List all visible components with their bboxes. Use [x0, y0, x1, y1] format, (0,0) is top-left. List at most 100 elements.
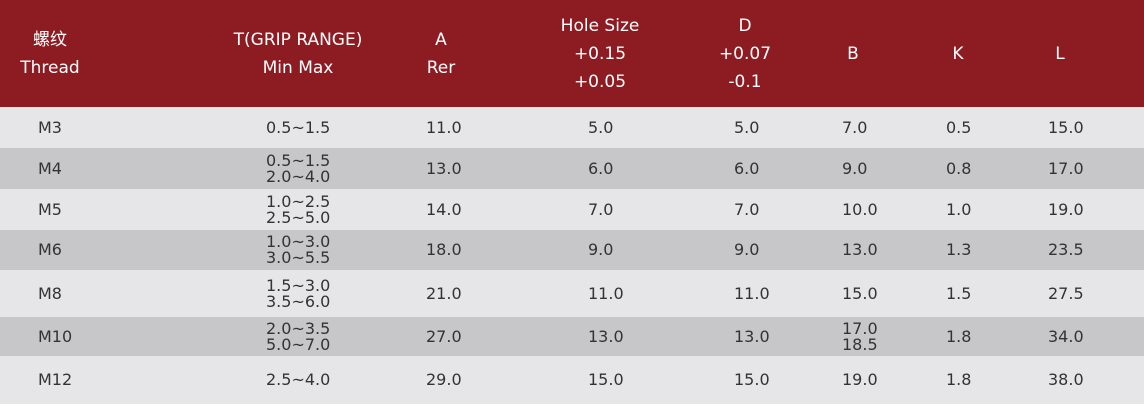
a-cell: 18.0	[426, 230, 462, 270]
header-l-title: L	[1055, 43, 1065, 64]
k-cell: 1.3	[946, 230, 971, 270]
d-cell: 6.0	[734, 148, 759, 189]
l-cell: 38.0	[1048, 356, 1084, 404]
table-row: M8 1.5~3.0 3.5~6.0 21.0 11.0 11.0 15.0 1…	[0, 270, 1144, 317]
hole-size-cell: 5.0	[588, 107, 613, 148]
grip-range-cell: 1.0~3.0 3.0~5.5	[266, 230, 330, 270]
header-d-upper: +0.07	[718, 43, 772, 64]
hole-size-cell: 13.0	[588, 317, 624, 356]
d-value: 7.0	[734, 199, 760, 219]
a-value: 18.0	[426, 240, 462, 259]
k-cell: 1.0	[946, 189, 971, 230]
thread-cell: M8	[38, 270, 62, 317]
header-thread-cn: 螺纹	[33, 29, 67, 50]
grip-range-cell: 0.5~1.5 2.0~4.0	[266, 148, 330, 189]
b-cell: 7.0	[842, 107, 867, 148]
hole-size-value: 5.0	[588, 117, 614, 137]
a-value: 21.0	[426, 283, 462, 303]
header-thread-en: Thread	[20, 57, 80, 78]
grip-range-value: 2.5~4.0	[266, 370, 331, 389]
grip-range-cell: 0.5~1.5	[266, 107, 330, 148]
grip-range-value: 5.0~7.0	[266, 334, 331, 354]
a-cell: 27.0	[426, 317, 462, 356]
a-cell: 13.0	[426, 148, 462, 189]
table-row: M4 0.5~1.5 2.0~4.0 13.0 6.0 6.0 9.0 0.8 …	[0, 148, 1144, 189]
grip-range-value: 1.5~3.0	[266, 275, 331, 295]
grip-range-value: 2.5~5.0	[266, 207, 331, 227]
hole-size-cell: 6.0	[588, 148, 613, 189]
d-cell: 7.0	[734, 189, 759, 230]
table-row: M10 2.0~3.5 5.0~7.0 27.0 13.0 13.0 17.0 …	[0, 317, 1144, 356]
b-value: 17.0	[842, 318, 878, 338]
k-value: 1.8	[946, 326, 972, 346]
d-cell: 15.0	[734, 356, 770, 404]
d-cell: 11.0	[734, 270, 770, 317]
l-value: 34.0	[1048, 326, 1084, 346]
a-value: 11.0	[426, 117, 462, 137]
l-value: 17.0	[1048, 158, 1084, 178]
grip-range-value: 2.0~4.0	[266, 166, 331, 186]
thread-value: M3	[38, 117, 62, 137]
k-cell: 0.5	[946, 107, 971, 148]
k-value: 1.3	[946, 240, 972, 259]
grip-range-cell: 1.5~3.0 3.5~6.0	[266, 270, 330, 317]
a-value: 29.0	[426, 370, 462, 389]
a-cell: 29.0	[426, 356, 462, 404]
hole-size-value: 7.0	[588, 199, 614, 219]
b-value: 15.0	[842, 283, 878, 303]
l-value: 15.0	[1048, 117, 1084, 137]
k-value: 0.5	[946, 117, 972, 137]
grip-range-value: 0.5~1.5	[266, 150, 331, 170]
d-value: 9.0	[734, 240, 760, 259]
thread-value: M6	[38, 240, 62, 259]
l-value: 38.0	[1048, 370, 1084, 389]
thread-cell: M4	[38, 148, 62, 189]
header-a-sub: Rer	[426, 57, 456, 78]
l-value: 19.0	[1048, 199, 1084, 219]
grip-range-cell: 2.5~4.0	[266, 356, 330, 404]
hole-size-value: 15.0	[588, 370, 624, 389]
d-cell: 9.0	[734, 230, 759, 270]
header-b: B	[813, 0, 893, 107]
k-value: 0.8	[946, 158, 972, 178]
a-cell: 14.0	[426, 189, 462, 230]
hole-size-cell: 11.0	[588, 270, 624, 317]
a-value: 14.0	[426, 199, 462, 219]
grip-range-value: 1.0~2.5	[266, 191, 331, 211]
a-value: 13.0	[426, 158, 462, 178]
hole-size-value: 9.0	[588, 240, 614, 259]
thread-value: M4	[38, 158, 62, 178]
thread-cell: M5	[38, 189, 62, 230]
grip-range-cell: 1.0~2.5 2.5~5.0	[266, 189, 330, 230]
b-value: 7.0	[842, 117, 868, 137]
b-value: 13.0	[842, 240, 878, 259]
b-value: 19.0	[842, 370, 878, 389]
b-cell: 9.0	[842, 148, 867, 189]
k-cell: 1.8	[946, 356, 971, 404]
k-cell: 1.5	[946, 270, 971, 317]
header-k-title: K	[952, 43, 964, 64]
hole-size-value: 6.0	[588, 158, 614, 178]
l-value: 27.5	[1048, 283, 1084, 303]
b-cell: 17.0 18.5	[842, 317, 878, 356]
b-cell: 15.0	[842, 270, 878, 317]
header-l: L	[1020, 0, 1100, 107]
b-value: 9.0	[842, 158, 868, 178]
table-row: M6 1.0~3.0 3.0~5.5 18.0 9.0 9.0 13.0 1.3…	[0, 230, 1144, 270]
header-hole-title: Hole Size	[560, 15, 640, 36]
grip-range-value: 3.0~5.5	[266, 248, 331, 267]
a-cell: 21.0	[426, 270, 462, 317]
l-cell: 34.0	[1048, 317, 1084, 356]
grip-range-value: 2.0~3.5	[266, 318, 331, 338]
header-a-title: A	[435, 29, 447, 50]
header-k: K	[918, 0, 998, 107]
thread-value: M5	[38, 199, 62, 219]
b-value: 18.5	[842, 334, 878, 354]
grip-range-cell: 2.0~3.5 5.0~7.0	[266, 317, 330, 356]
b-cell: 13.0	[842, 230, 878, 270]
d-value: 13.0	[734, 326, 770, 346]
thread-value: M10	[38, 326, 73, 346]
k-value: 1.8	[946, 370, 972, 389]
l-cell: 19.0	[1048, 189, 1084, 230]
